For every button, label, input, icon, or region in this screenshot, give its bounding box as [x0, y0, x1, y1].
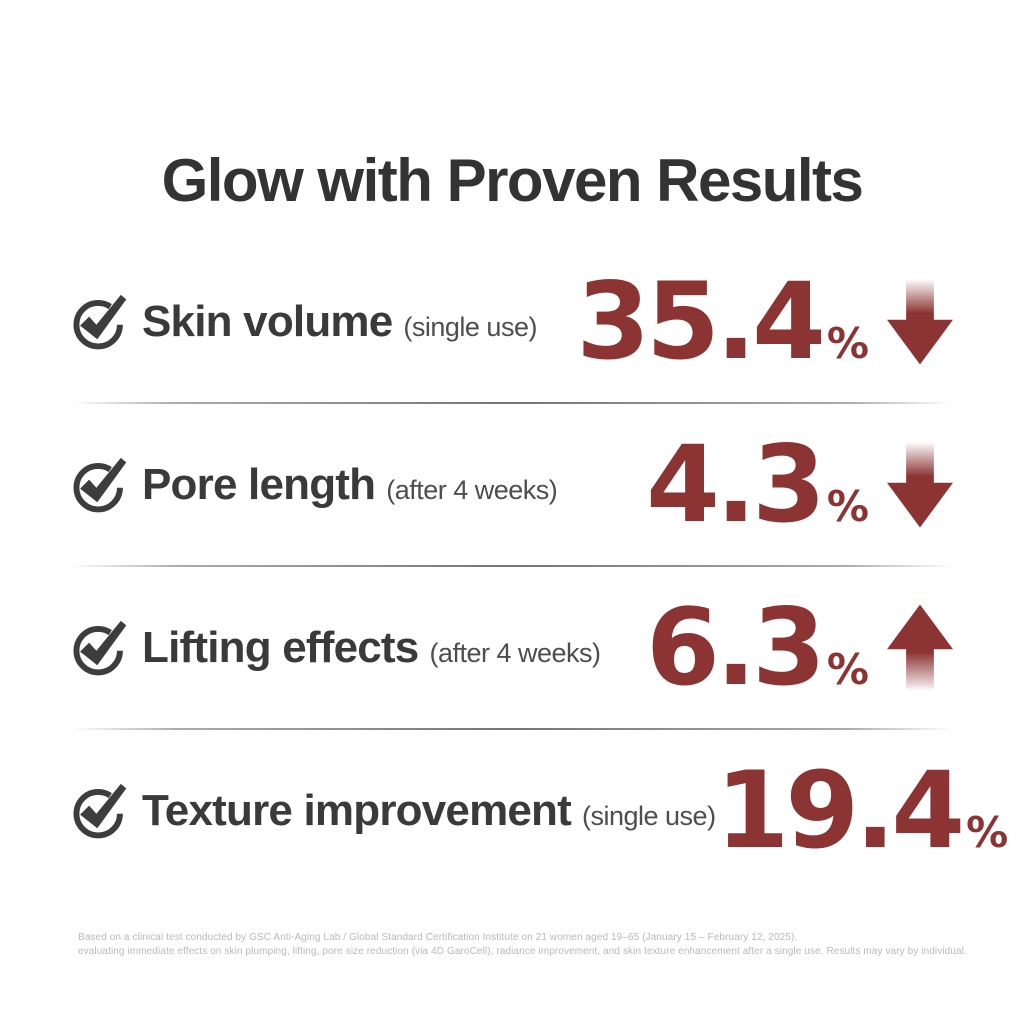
results-list: Skin volume (single use) 35.4 % — [71, 241, 1008, 891]
arrow-up-icon — [887, 604, 953, 691]
page-title: Glow with Proven Results — [161, 147, 864, 214]
row-divider — [71, 728, 953, 730]
checkmark-circle-icon — [73, 783, 127, 838]
metric-value: 6.3 — [646, 585, 826, 709]
percent-sign: % — [826, 318, 869, 368]
row-label-group: Texture improvement (single use) — [71, 782, 716, 840]
result-row-lifting-effects: Lifting effects (after 4 weeks) 6.3 % — [71, 567, 953, 728]
disclaimer-line-1: Based on a clinical test conducted by GS… — [78, 932, 798, 943]
metric-value: 35.4 — [576, 259, 826, 383]
row-label-group: Skin volume (single use) — [71, 293, 537, 351]
metric-label: Skin volume — [142, 296, 393, 346]
metric-label: Lifting effects — [142, 622, 419, 672]
arrow-down-icon — [887, 278, 953, 365]
row-value-group: 35.4 % — [576, 259, 953, 383]
metric-value: 19.4 — [715, 748, 966, 872]
row-value-group: 6.3 % — [646, 585, 953, 709]
row-divider — [71, 402, 953, 404]
row-value-group: 4.3 % — [646, 422, 953, 546]
result-row-skin-volume: Skin volume (single use) 35.4 % — [71, 241, 953, 402]
metric-condition: (single use) — [403, 311, 537, 342]
checkmark-circle-icon — [73, 620, 127, 675]
row-label-group: Lifting effects (after 4 weeks) — [71, 619, 601, 677]
metric-value: 4.3 — [646, 422, 826, 546]
disclaimer-line-2: evaluating immediate effects on skin plu… — [78, 945, 967, 957]
disclaimer-text: Based on a clinical test conducted by GS… — [78, 931, 968, 958]
metric-condition: (after 4 weeks) — [386, 474, 558, 505]
arrow-down-icon — [887, 441, 953, 528]
metric-label: Pore length — [142, 459, 376, 509]
row-value-group: 19.4 % — [715, 748, 1024, 872]
percent-sign: % — [826, 644, 869, 694]
percent-sign: % — [966, 807, 1009, 857]
checkmark-circle-icon — [73, 294, 127, 349]
result-row-texture-improvement: Texture improvement (single use) 19.4 % — [71, 730, 1008, 891]
row-divider — [71, 565, 953, 567]
metric-label: Texture improvement — [142, 785, 572, 835]
percent-sign: % — [826, 481, 869, 531]
metric-condition: (single use) — [582, 800, 716, 831]
checkmark-circle-icon — [73, 457, 127, 512]
row-label-group: Pore length (after 4 weeks) — [71, 456, 558, 514]
metric-condition: (after 4 weeks) — [429, 637, 601, 668]
result-row-pore-length: Pore length (after 4 weeks) 4.3 % — [71, 404, 953, 565]
